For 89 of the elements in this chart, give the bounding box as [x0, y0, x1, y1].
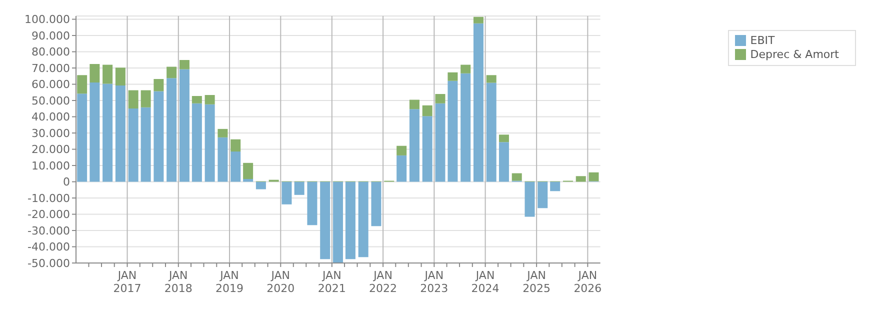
y-tick-label: 40.000 [32, 110, 70, 124]
y-tick-label: -30.000 [28, 224, 70, 238]
x-tick-label: JAN 2022 [369, 269, 398, 295]
bar [538, 182, 548, 208]
bar [576, 176, 586, 182]
x-tick-label: JAN 2023 [420, 269, 448, 295]
bar [77, 75, 88, 94]
bar [115, 68, 126, 86]
bar [115, 86, 126, 182]
bar [140, 107, 151, 182]
bar [332, 182, 343, 263]
bar [154, 79, 164, 92]
x-tick-label: JAN 2024 [471, 269, 500, 295]
bar [422, 116, 432, 182]
bar [166, 78, 177, 182]
y-tick-label: -10.000 [28, 192, 70, 205]
x-tick-label: JAN 2018 [164, 269, 192, 295]
y-tick-label: 70.000 [32, 62, 70, 75]
bar [473, 16, 484, 24]
bar [243, 178, 254, 182]
bar [154, 91, 164, 182]
bar [486, 75, 496, 83]
x-tick-label: JAN 2017 [113, 269, 142, 295]
x-tick-label: JAN 2020 [266, 269, 295, 295]
bar [498, 134, 509, 142]
bar [358, 182, 368, 258]
bar [498, 142, 509, 182]
bar [243, 162, 254, 179]
bar [90, 82, 100, 182]
bar [448, 72, 458, 81]
bar [588, 172, 599, 182]
bar [448, 80, 458, 182]
y-tick-label: 90.000 [32, 29, 70, 42]
bar [524, 182, 535, 217]
bar [460, 64, 471, 74]
bar [128, 90, 138, 108]
y-tick-label: 10.000 [32, 159, 70, 172]
y-tick-label: 0 [63, 176, 70, 189]
y-tick-label: -20.000 [28, 208, 70, 222]
x-tick-label: JAN 2025 [522, 269, 551, 295]
y-tick-label: -50.000 [28, 256, 70, 270]
bar [294, 182, 304, 195]
bar [396, 155, 407, 182]
bar [102, 64, 113, 84]
bar [179, 60, 190, 70]
y-tick-label: 80.000 [32, 46, 70, 59]
y-tick-label: 20.000 [32, 143, 70, 156]
bar [409, 100, 420, 110]
bar [550, 182, 560, 192]
bar [77, 94, 88, 182]
bar [90, 64, 100, 82]
bar [192, 103, 202, 182]
bar [473, 23, 484, 182]
legend-label: EBIT [750, 34, 775, 47]
bar [218, 128, 228, 138]
bar [218, 137, 228, 182]
x-tick-label: JAN 2026 [574, 269, 602, 295]
bar [371, 182, 382, 226]
bar [486, 82, 496, 182]
y-tick-label: 60.000 [32, 78, 70, 92]
bar [140, 90, 151, 108]
bar [320, 182, 330, 260]
bar [345, 182, 356, 260]
bar [396, 146, 407, 156]
bar [166, 66, 177, 78]
bar [204, 104, 215, 182]
bar [435, 103, 446, 182]
bar [282, 182, 292, 204]
bar [307, 182, 318, 226]
bar [179, 69, 190, 182]
y-tick-label: 100.000 [24, 13, 70, 26]
bar [256, 182, 266, 190]
bar [128, 108, 138, 182]
bar [460, 73, 471, 182]
y-tick-label: -40.000 [28, 240, 70, 254]
bar [230, 139, 241, 152]
bar [435, 94, 446, 104]
bar [512, 173, 522, 181]
bar [230, 152, 241, 182]
bar [204, 94, 215, 104]
bar [422, 105, 432, 116]
bar [409, 109, 420, 182]
y-tick-label: 50.000 [32, 94, 70, 108]
y-tick-label: 30.000 [32, 126, 70, 140]
bar [192, 96, 202, 104]
legend-label: Deprec & Amort [750, 48, 839, 61]
bar [102, 84, 113, 182]
x-tick-label: JAN 2021 [318, 269, 346, 295]
x-tick-label: JAN 2019 [216, 269, 244, 295]
